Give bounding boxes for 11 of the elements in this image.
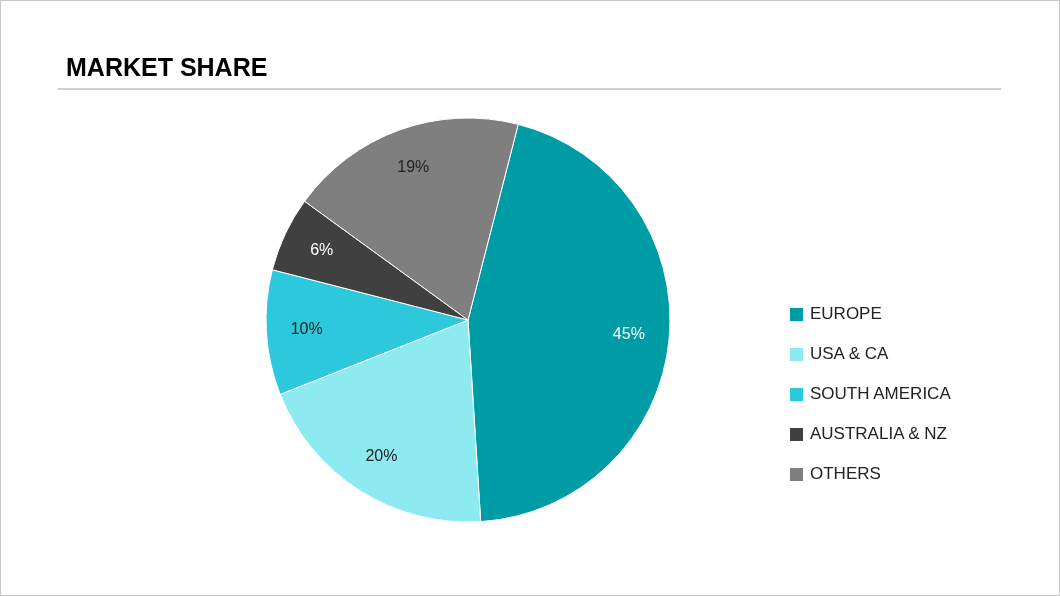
chart-title: MARKET SHARE <box>66 53 268 81</box>
legend-label: SOUTH AMERICA <box>810 384 952 404</box>
data-label: 19% <box>397 158 430 176</box>
legend-label: AUSTRALIA & NZ <box>810 424 947 444</box>
data-label: 6% <box>310 241 334 259</box>
data-label: 45% <box>612 325 645 343</box>
data-label: 10% <box>290 320 323 338</box>
legend-label: OTHERS <box>810 464 881 484</box>
legend-label: EUROPE <box>810 304 882 324</box>
legend-label: USA & CA <box>810 344 890 364</box>
data-label: 20% <box>365 446 398 464</box>
